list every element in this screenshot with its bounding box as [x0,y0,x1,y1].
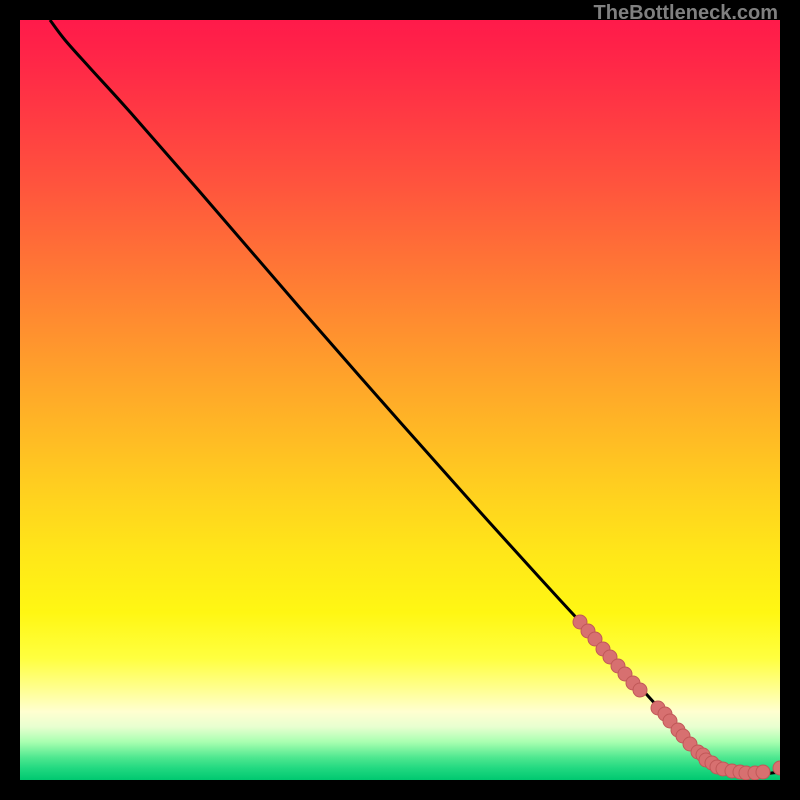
data-marker [756,765,770,779]
bottleneck-curve [50,20,780,774]
chart-overlay [20,20,780,780]
chart-container [20,20,780,780]
data-markers [573,615,780,780]
data-marker [633,683,647,697]
watermark-text: TheBottleneck.com [594,2,778,25]
